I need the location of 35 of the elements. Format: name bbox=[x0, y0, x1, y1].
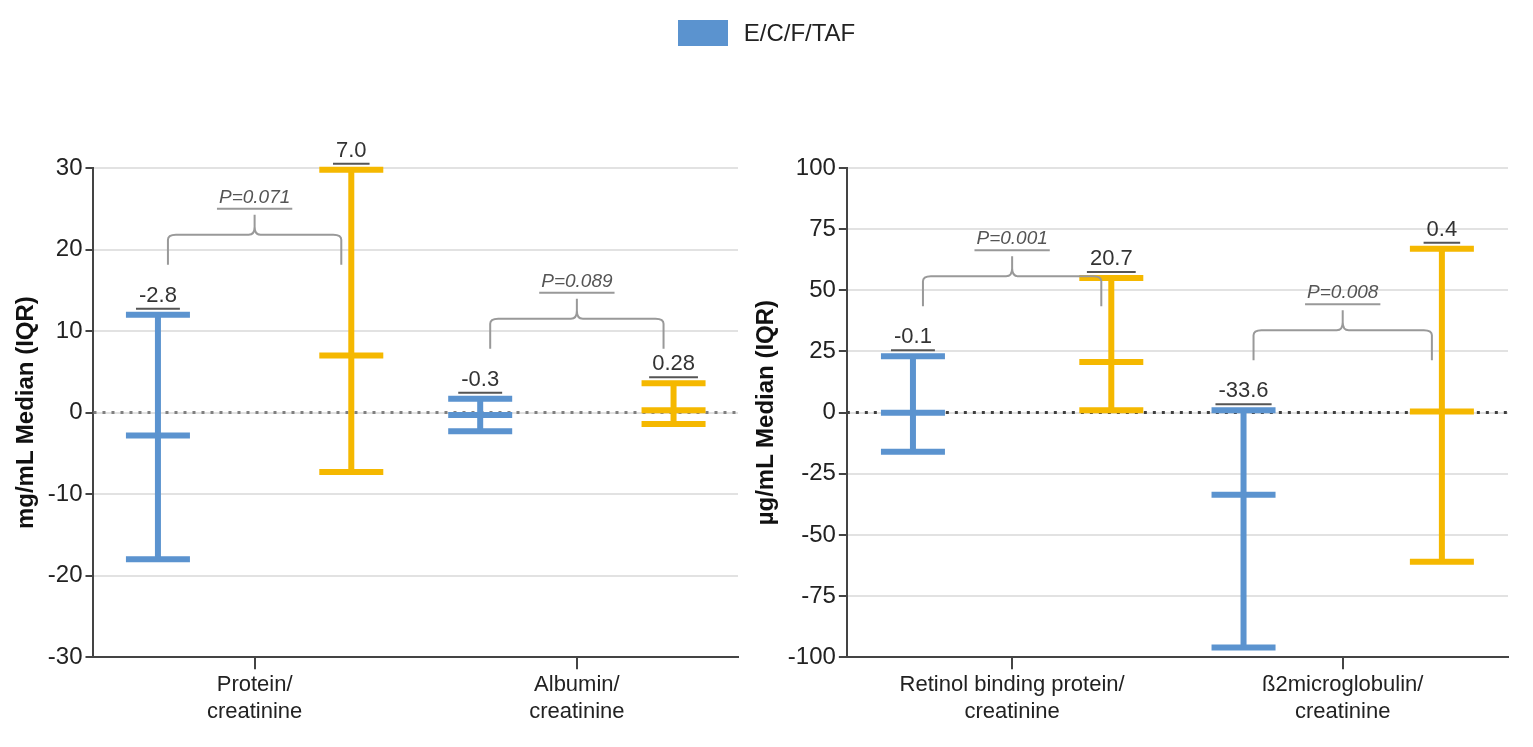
x-tick-label: Albumin/ creatinine bbox=[529, 671, 625, 723]
text: -0.3 bbox=[461, 365, 500, 391]
annotation: P=0.008 bbox=[1307, 280, 1379, 302]
text: -33.6 bbox=[1218, 377, 1269, 403]
y-tick-label: 20 bbox=[55, 234, 83, 262]
y-axis-title: mg/mL Median (IQR) bbox=[11, 296, 39, 530]
y-tick-label: 0 bbox=[69, 397, 83, 425]
y-tick-label: -30 bbox=[47, 641, 83, 669]
y-tick-label: 50 bbox=[809, 274, 836, 302]
legend-label: E/C/F/TAF bbox=[743, 19, 856, 47]
y-tick-label: -100 bbox=[787, 641, 836, 669]
y-tick-label: -75 bbox=[801, 580, 836, 608]
text: -0.1 bbox=[893, 323, 932, 349]
y-tick-label: 100 bbox=[795, 152, 836, 180]
y-tick-label: 25 bbox=[809, 336, 836, 364]
y-axis-title: µg/mL Median (IQR) bbox=[751, 299, 779, 526]
annotation: P=0.001 bbox=[976, 227, 1048, 249]
text: 20.7 bbox=[1089, 245, 1133, 271]
annotation: P=0.071 bbox=[218, 185, 291, 207]
text: -2.8 bbox=[138, 281, 177, 307]
x-tick-label: Retinol binding protein/ creatinine bbox=[899, 671, 1126, 723]
text: 0.4 bbox=[1426, 215, 1458, 241]
y-tick-label: -25 bbox=[801, 458, 836, 486]
x-tick-label: Protein/ creatinine bbox=[206, 671, 303, 723]
y-tick-label: 30 bbox=[55, 152, 83, 180]
annotation: P=0.089 bbox=[541, 269, 613, 291]
text: 7.0 bbox=[336, 136, 367, 162]
y-tick-label: -20 bbox=[47, 560, 83, 588]
x-tick-label: ß2microglobulin/ creatinine bbox=[1262, 671, 1425, 723]
y-tick-label: 0 bbox=[822, 397, 836, 425]
y-tick-label: -50 bbox=[801, 519, 836, 547]
y-tick-label: -10 bbox=[47, 478, 83, 506]
y-tick-label: 10 bbox=[55, 315, 83, 343]
y-tick-label: 75 bbox=[809, 213, 836, 241]
text: 0.28 bbox=[652, 350, 695, 376]
